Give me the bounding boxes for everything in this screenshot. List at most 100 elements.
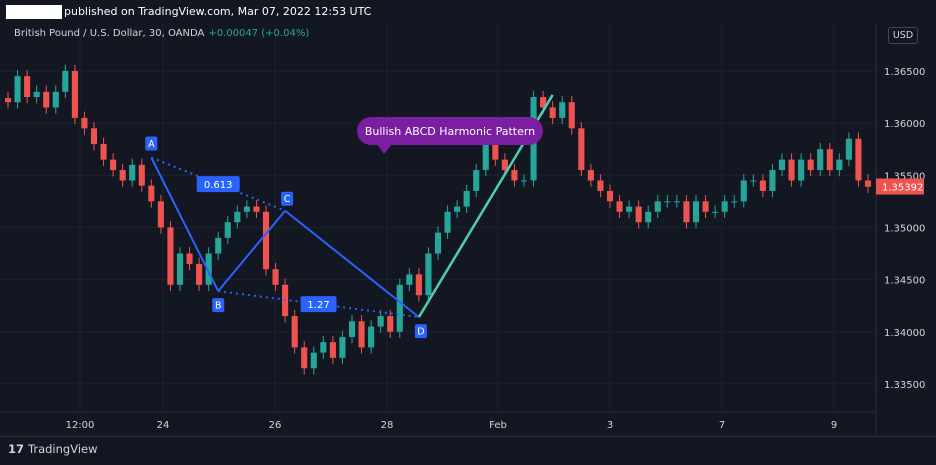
candle-body <box>157 201 164 228</box>
candle-body <box>549 107 556 118</box>
candle-body <box>24 76 31 98</box>
candle-body <box>377 316 384 327</box>
y-tick-label: 1.36500 <box>884 67 925 78</box>
candle-body <box>778 159 786 171</box>
candle-body <box>167 227 174 285</box>
candle-body <box>626 206 633 212</box>
candle-body <box>406 274 413 285</box>
tradingview-logo[interactable]: 17 TradingView <box>8 442 98 456</box>
ratio-label[interactable]: 1.27 <box>300 296 337 313</box>
candle-body <box>463 190 470 207</box>
candle-body <box>100 143 107 160</box>
candle-body <box>798 159 805 181</box>
time-axis[interactable]: 12:00 24 26 28 Feb 3 7 9 <box>0 411 876 431</box>
candle-body <box>473 170 480 191</box>
candle-body <box>683 201 690 223</box>
x-tick-label: 3 <box>607 420 613 431</box>
ratio-badge <box>300 296 337 313</box>
candle-body <box>43 91 50 108</box>
candle-body <box>559 102 566 118</box>
last-price-bg <box>876 178 924 195</box>
symbol-title: British Pound / U.S. Dollar, 30, OANDA <box>14 28 205 39</box>
candle-body <box>186 253 193 264</box>
candle-body <box>511 170 518 181</box>
point-label: A <box>148 139 155 150</box>
candle-body <box>52 91 59 108</box>
ratio-badge <box>196 176 240 193</box>
ratio-value: 1.27 <box>307 300 329 311</box>
ratio-value: 0.613 <box>204 180 233 191</box>
tradingview-logo-text: TradingView <box>28 442 98 456</box>
callout-text: Bullish ABCD Harmonic Pattern <box>365 125 535 138</box>
candle-body <box>654 201 661 212</box>
candle-body <box>520 180 528 182</box>
pattern-point-c[interactable]: C <box>281 191 294 206</box>
pattern-leg <box>217 210 286 292</box>
candle-body <box>291 316 298 348</box>
candle-body <box>817 149 824 171</box>
y-tick-label: 1.35000 <box>884 223 925 234</box>
candle-body <box>492 133 499 160</box>
candle-body <box>262 211 270 270</box>
candle-body <box>731 201 738 203</box>
y-tick-label: 1.36000 <box>884 119 925 130</box>
candle-body <box>740 180 747 202</box>
candle-body <box>721 201 728 212</box>
candle-body <box>243 206 250 212</box>
candle-body <box>568 102 575 129</box>
candle-body <box>272 269 279 285</box>
point-label: D <box>417 327 424 338</box>
plot-background <box>0 24 876 412</box>
candle-body <box>673 201 680 203</box>
candle-body <box>253 206 260 212</box>
candle-body <box>71 70 78 118</box>
candle-body <box>129 164 136 181</box>
candle-body <box>81 117 88 129</box>
tradingview-logo-icon: 17 <box>8 442 25 456</box>
callout-bubble <box>357 117 543 145</box>
redacted-author <box>6 5 62 19</box>
candle-body <box>444 211 451 233</box>
candle-body <box>578 128 585 171</box>
pattern-callout[interactable]: Bullish ABCD Harmonic Pattern <box>357 117 543 154</box>
candle-body <box>616 201 623 212</box>
candle-body <box>205 253 212 285</box>
candle-body <box>482 133 489 171</box>
y-tick-label: 1.35500 <box>884 171 925 182</box>
pattern-leg <box>150 157 220 292</box>
candle-body <box>310 352 317 369</box>
candle-body <box>148 185 155 202</box>
pattern-point-d[interactable]: D <box>414 324 427 339</box>
pattern-point-a[interactable]: A <box>145 136 158 151</box>
footer <box>0 436 936 465</box>
candle-body <box>358 321 365 348</box>
ratio-label[interactable]: 0.613 <box>196 176 240 193</box>
candle-body <box>845 138 852 160</box>
candle-body <box>807 159 814 171</box>
currency-button[interactable]: USD <box>888 27 918 44</box>
x-tick-label: 7 <box>719 420 725 431</box>
y-tick-label: 1.34500 <box>884 276 925 287</box>
candle-body <box>501 159 508 171</box>
candle-body <box>415 274 422 296</box>
grid <box>0 24 876 410</box>
chart-area[interactable]: A B C D 0.613 1.27 Bullish ABCD Harmonic Patte… <box>0 24 936 436</box>
pattern-point-b[interactable]: B <box>212 298 225 313</box>
candle-body <box>110 159 117 171</box>
point-badge <box>212 298 225 313</box>
candle-body <box>635 206 642 223</box>
x-tick-label: 26 <box>269 420 282 431</box>
x-tick-label: 9 <box>831 420 837 431</box>
candle-body <box>454 206 461 212</box>
candle-body <box>769 170 776 191</box>
price-axis[interactable]: 1.36500 1.36000 1.35500 1.35000 1.34500 1.340… <box>875 24 925 436</box>
candle-body <box>664 201 671 203</box>
candle-body <box>234 211 241 223</box>
candle-body <box>645 211 652 223</box>
price-chart[interactable]: A B C D 0.613 1.27 Bullish ABCD Harmonic Patte… <box>0 24 936 436</box>
candles <box>4 64 872 375</box>
point-label: B <box>215 301 222 312</box>
candle-body <box>434 232 442 254</box>
point-badge <box>281 191 294 206</box>
y-tick-label: 1.34000 <box>884 328 925 339</box>
